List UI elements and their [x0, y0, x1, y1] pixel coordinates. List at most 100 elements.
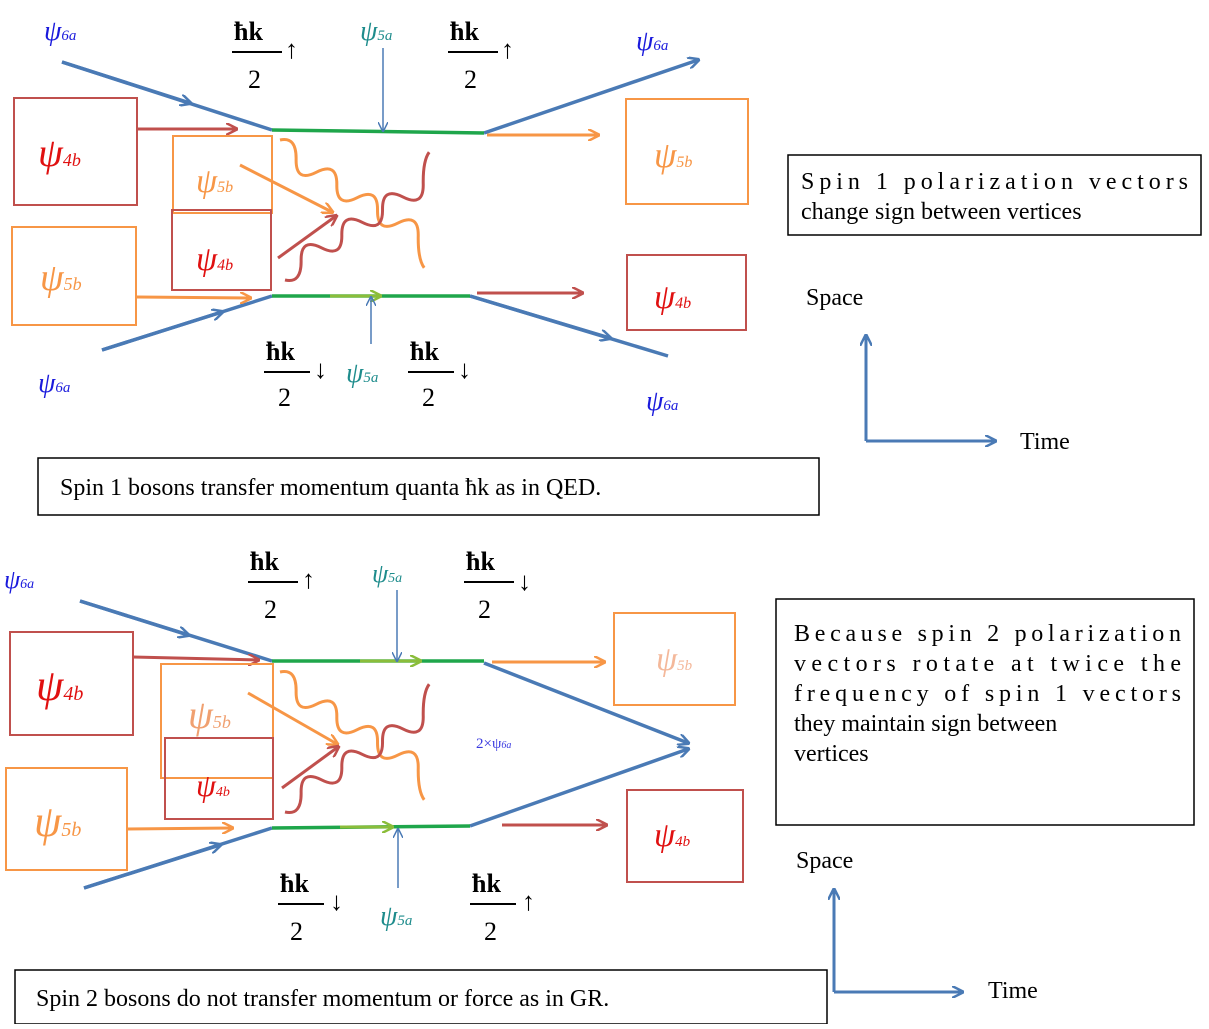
- bottom-psi5b-left-label: ψ5b: [34, 797, 81, 846]
- bottom-axis-time-label: Time: [988, 978, 1038, 1004]
- bottom-note-line-1: Because spin 2 polarization: [794, 621, 1181, 647]
- top-psi6a-out-lower-arrow: [469, 294, 610, 338]
- top-hk2-upper-left: ħk 2 ↑: [232, 17, 298, 94]
- svg-text:ħk: ħk: [410, 337, 439, 366]
- top-psi4b-left-label: ψ4b: [38, 130, 81, 175]
- top-caption-box: [37, 457, 820, 516]
- top-psi6a-in-upper-arrow: [61, 60, 190, 103]
- bottom-box-psi5b-right: [613, 612, 736, 706]
- top-psi6a-upper-right: ψ6a: [636, 26, 668, 57]
- svg-text:↑: ↑: [522, 887, 535, 916]
- svg-text:ħk: ħk: [466, 547, 495, 576]
- bottom-two-times-psi6a: 2×ψ6a: [476, 736, 511, 752]
- svg-text:ħk: ħk: [250, 547, 279, 576]
- svg-text:ħk: ħk: [472, 869, 501, 898]
- top-note-box: [787, 154, 1202, 236]
- top-psi6a-upper-left: ψ6a: [44, 16, 76, 47]
- svg-text:ħk: ħk: [266, 337, 295, 366]
- top-red-boson-wave: [284, 151, 431, 283]
- bottom-box-psi4b-mid: [164, 737, 274, 820]
- bottom-orange-boson-wave: [279, 669, 426, 801]
- bottom-psi6a-out-lower-line: [469, 749, 688, 828]
- bottom-psi5a-lower: ψ5a: [380, 901, 412, 932]
- svg-text:↓: ↓: [458, 355, 471, 384]
- bottom-caption-box: [14, 969, 828, 1025]
- bottom-orange-diag-arrow: [247, 691, 337, 744]
- top-psi4b-right-label: ψ4b: [654, 279, 691, 316]
- svg-text:↓: ↓: [330, 887, 343, 916]
- top-caption-text: Spin 1 bosons transfer momentum quanta ħ…: [60, 475, 601, 501]
- bottom-psi4b-left-label: ψ4b: [36, 661, 83, 710]
- top-green-upper-line: [271, 128, 485, 135]
- bottom-psi5b-mid-label: ψ5b: [188, 692, 231, 737]
- top-hk2-lower-left: ħk 2 ↓: [264, 337, 327, 412]
- bottom-psi6a-in-upper-arrow: [79, 599, 188, 635]
- top-note-line-1: Spin 1 polarization vectors: [801, 169, 1188, 195]
- top-box-psi5b-left: [11, 226, 137, 326]
- svg-text:2: 2: [264, 595, 277, 624]
- svg-text:2: 2: [290, 917, 303, 946]
- top-hk2-lower-right: ħk 2 ↓: [408, 337, 471, 412]
- svg-text:↓: ↓: [314, 355, 327, 384]
- top-diagram: ψ4b ψ5b ψ4b ψ5b ψ5b ψ4b ψ6a ψ6a ψ6a ψ6a …: [11, 16, 1202, 516]
- bottom-note-line-2: vectors rotate at twice the: [794, 651, 1181, 677]
- top-psi6a-lower-right: ψ6a: [646, 386, 678, 417]
- svg-text:ħk: ħk: [450, 17, 479, 46]
- bottom-box-psi4b-left: [9, 631, 134, 736]
- bottom-hk2-lower-right: ħk 2 ↑: [470, 869, 535, 946]
- top-orange-boson-wave: [279, 137, 426, 269]
- svg-text:2: 2: [478, 595, 491, 624]
- top-hk2-upper-right: ħk 2 ↑: [448, 17, 514, 94]
- top-box-psi5b-right: [625, 98, 749, 205]
- svg-text:↓: ↓: [518, 567, 531, 596]
- top-box-psi4b-mid: [171, 209, 272, 291]
- svg-text:ħk: ħk: [234, 17, 263, 46]
- bottom-axis-space-label: Space: [796, 848, 853, 874]
- svg-text:2: 2: [484, 917, 497, 946]
- bottom-hk2-lower-left: ħk 2 ↓: [278, 869, 343, 946]
- top-note-line-2: change sign between vertices: [801, 199, 1082, 225]
- bottom-box-psi5b-left: [5, 767, 128, 871]
- top-axis-space-label: Space: [806, 285, 863, 311]
- top-axis-time-label: Time: [1020, 429, 1070, 455]
- bottom-psi6a-out-upper-line: [483, 661, 688, 743]
- bottom-red-diag-arrow: [281, 747, 338, 790]
- bottom-box-psi5b-mid: [160, 663, 274, 779]
- top-psi5b-left-label: ψ5b: [40, 257, 82, 299]
- svg-text:2: 2: [248, 65, 261, 94]
- top-orange-in-lower-arrow: [136, 297, 250, 298]
- bottom-psi6a-in-lower-arrow: [83, 845, 220, 890]
- bottom-orange-in-lower-arrow: [126, 828, 232, 829]
- top-psi5b-right-label: ψ5b: [654, 135, 692, 175]
- bottom-hk2-upper-left: ħk 2 ↑: [248, 547, 315, 624]
- bottom-note-line-4: they maintain sign between: [794, 711, 1057, 737]
- bottom-box-psi4b-right: [626, 789, 744, 883]
- svg-text:↑: ↑: [285, 35, 298, 64]
- bottom-note-line-5: vertices: [794, 741, 869, 767]
- top-psi6a-out-upper-line: [483, 60, 698, 135]
- svg-text:2: 2: [464, 65, 477, 94]
- top-box-psi5b-mid: [172, 135, 273, 214]
- bottom-note-line-3: frequency of spin 1 vectors: [794, 681, 1181, 707]
- svg-text:2: 2: [422, 383, 435, 412]
- bottom-note-box: [775, 598, 1195, 826]
- bottom-psi5b-right-label: ψ5b: [656, 641, 693, 678]
- bottom-diagram: ψ4b ψ5b ψ4b ψ5b ψ5b ψ4b ψ6a 2×ψ6a ψ5a ψ5…: [4, 547, 1195, 1025]
- bottom-psi5a-upper: ψ5a: [372, 559, 402, 588]
- svg-text:ħk: ħk: [280, 869, 309, 898]
- top-psi4b-mid-label: ψ4b: [196, 241, 233, 278]
- bottom-psi4b-mid-label: ψ4b: [196, 767, 230, 803]
- svg-text:2: 2: [278, 383, 291, 412]
- bottom-psi6a-upper-left: ψ6a: [4, 565, 34, 594]
- top-orange-diag-arrow: [239, 163, 332, 212]
- top-psi5a-upper: ψ5a: [360, 16, 392, 47]
- top-red-diag-arrow: [277, 216, 336, 260]
- svg-text:↑: ↑: [501, 35, 514, 64]
- top-psi6a-in-lower-arrow: [101, 312, 222, 352]
- top-box-psi4b-right: [626, 254, 747, 331]
- bottom-red-in-upper-arrow: [132, 657, 258, 660]
- top-box-psi4b-left: [13, 97, 138, 206]
- svg-text:↑: ↑: [302, 565, 315, 594]
- top-psi5b-mid-label: ψ5b: [196, 163, 233, 200]
